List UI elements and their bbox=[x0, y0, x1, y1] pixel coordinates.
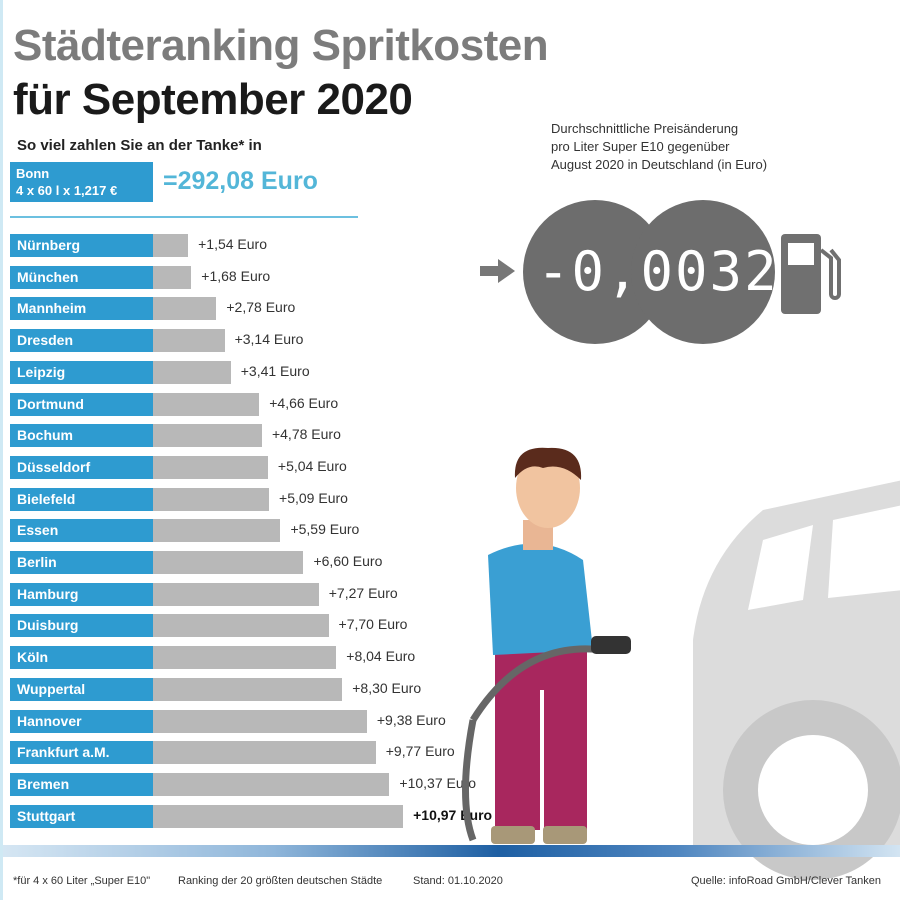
bar-category-label: Bremen bbox=[10, 772, 153, 796]
bar-category-label: Berlin bbox=[10, 551, 153, 574]
bar-value-label: +8,04 Euro bbox=[346, 648, 416, 665]
reference-total: =292,08 Euro bbox=[163, 167, 318, 195]
bar bbox=[153, 709, 367, 733]
divider bbox=[10, 216, 358, 218]
bar-value-label: +7,70 Euro bbox=[338, 616, 408, 633]
bar bbox=[153, 772, 390, 796]
arrow-right-icon bbox=[480, 259, 515, 283]
bar-value-label: +3,41 Euro bbox=[240, 362, 310, 379]
bar-value-label: +3,14 Euro bbox=[234, 331, 304, 348]
bar-category-label: Köln bbox=[10, 646, 153, 670]
bar-value-label: +4,78 Euro bbox=[271, 426, 341, 443]
bar-value-label: +8,30 Euro bbox=[352, 679, 422, 696]
reference-formula: 4 x 60 l x 1,217 € bbox=[16, 183, 118, 198]
fuel-pump-icon bbox=[781, 234, 841, 314]
footnote: *für 4 x 60 Liter „Super E10" bbox=[13, 875, 151, 887]
bar bbox=[153, 234, 189, 257]
bar-category-label: Düsseldorf bbox=[10, 455, 153, 479]
car-silhouette bbox=[693, 480, 900, 880]
bar-category-label: Dresden bbox=[10, 329, 153, 353]
bar bbox=[153, 519, 281, 543]
price-change-value: -0,0032 bbox=[537, 240, 779, 303]
bar bbox=[153, 677, 343, 701]
bar-category-label: Stuttgart bbox=[10, 804, 153, 828]
bar-value-label: +5,09 Euro bbox=[279, 489, 348, 506]
bar bbox=[153, 741, 376, 765]
bar-value-label: +1,68 Euro bbox=[201, 267, 271, 284]
note-line: August 2020 in Deutschland (in Euro) bbox=[551, 157, 768, 172]
bar-category-label: Hamburg bbox=[10, 582, 153, 606]
bar-category-label: Duisburg bbox=[10, 614, 153, 638]
bar-value-label: +2,78 Euro bbox=[226, 299, 296, 316]
bar bbox=[153, 582, 319, 606]
reference-city: Bonn bbox=[16, 166, 50, 181]
date-note: Stand: 01.10.2020 bbox=[413, 875, 503, 887]
bar-value-label: +10,97 Euro bbox=[413, 806, 493, 823]
bar bbox=[153, 646, 337, 670]
price-change-note: Durchschnittliche Preisänderung pro Lite… bbox=[551, 120, 767, 174]
bar bbox=[153, 360, 231, 384]
bar bbox=[153, 551, 304, 574]
note-line: Durchschnittliche Preisänderung bbox=[551, 121, 739, 136]
bar-value-label: +9,77 Euro bbox=[385, 743, 455, 760]
bar-category-label: Wuppertal bbox=[10, 677, 153, 701]
bar bbox=[153, 614, 329, 638]
bar bbox=[153, 392, 260, 416]
bar-category-label: Hannover bbox=[10, 709, 153, 733]
bar bbox=[153, 265, 192, 289]
note-line: pro Liter Super E10 gegenüber bbox=[551, 139, 730, 154]
gauge-circles bbox=[523, 200, 775, 344]
bar-category-label: Mannheim bbox=[10, 297, 153, 321]
bar-category-label: Bochum bbox=[10, 424, 153, 448]
bar bbox=[153, 424, 262, 448]
bar-value-label: +4,66 Euro bbox=[269, 394, 339, 411]
illustration bbox=[462, 200, 900, 880]
title-line-1: Städteranking Spritkosten bbox=[13, 21, 549, 70]
bar-category-label: Frankfurt a.M. bbox=[10, 741, 153, 765]
bar-value-label: +7,27 Euro bbox=[328, 584, 398, 601]
reference-city-box: Bonn 4 x 60 l x 1,217 € bbox=[10, 162, 153, 202]
bar-value-label: +10,37 Euro bbox=[399, 774, 477, 791]
bar-value-label: +5,04 Euro bbox=[277, 457, 347, 474]
source-note: Quelle: infoRoad GmbH/Clever Tanken bbox=[691, 875, 881, 887]
title-line-2: für September 2020 bbox=[13, 75, 413, 124]
bar-category-label: Nürnberg bbox=[10, 234, 153, 257]
bar bbox=[153, 487, 270, 511]
bar bbox=[153, 297, 217, 321]
person-illustration bbox=[462, 447, 631, 844]
bar-category-label: Essen bbox=[10, 519, 153, 543]
bar-value-label: +6,60 Euro bbox=[313, 553, 383, 569]
bar bbox=[153, 804, 404, 828]
bar bbox=[153, 329, 225, 353]
bar-category-label: Leipzig bbox=[10, 360, 153, 384]
bar-value-label: +1,54 Euro bbox=[198, 236, 267, 252]
decorative-stripe bbox=[3, 845, 900, 857]
bar-value-label: +5,59 Euro bbox=[290, 521, 360, 538]
bar-category-label: München bbox=[10, 265, 153, 289]
subtitle: So viel zahlen Sie an der Tanke* in bbox=[17, 137, 262, 154]
bar-value-label: +9,38 Euro bbox=[376, 711, 446, 728]
bar-category-label: Bielefeld bbox=[10, 487, 153, 511]
bar-category-label: Dortmund bbox=[10, 392, 153, 416]
bar bbox=[153, 455, 268, 479]
ranking-note: Ranking der 20 größten deutschen Städte bbox=[178, 875, 383, 887]
